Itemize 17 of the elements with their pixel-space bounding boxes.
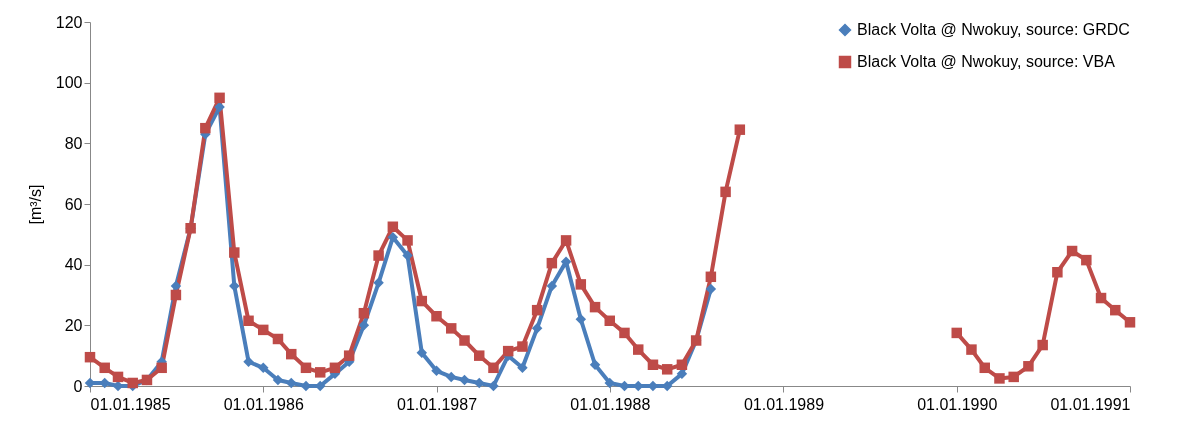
x-tick-label: 01.01.1986 [223,395,304,413]
y-tick-label: 40 [64,256,83,274]
y-tick-label: 100 [55,74,83,92]
y-tick-label: 0 [73,377,83,395]
y-tick-label: 20 [64,316,83,334]
x-tick-label: 01.01.1991 [1050,395,1131,413]
x-tick-label: 01.01.1988 [570,395,651,413]
x-tick-label: 01.01.1987 [396,395,478,413]
y-tick-label: 60 [64,195,83,213]
y-tick-label: 120 [55,13,83,31]
x-tick-label: 01.01.1985 [90,395,171,413]
y-tick-label: 80 [64,134,83,152]
x-tick-label: 01.01.1990 [917,395,998,413]
y-axis-title: [m³/s] [26,184,44,225]
x-tick-label: 01.01.1989 [743,395,825,413]
legend-label: Black Volta @ Nwokuy, source: VBA [857,53,1116,70]
legend-label: Black Volta @ Nwokuy, source: GRDC [857,21,1130,38]
